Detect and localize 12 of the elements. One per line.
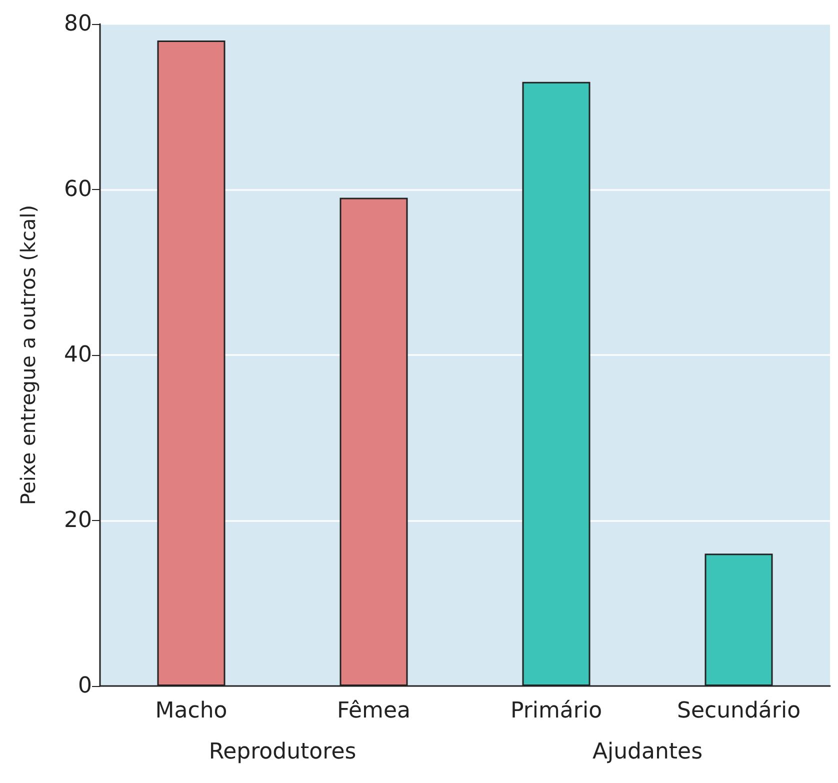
- y-tick-label: 20: [64, 508, 92, 533]
- y-tick-label: 60: [64, 177, 92, 202]
- x-tick-label: Secundário: [676, 698, 801, 724]
- text: Ajudantes: [592, 740, 703, 764]
- text: Reprodutores: [208, 740, 356, 764]
- x-tick-label: Fêmea: [337, 698, 410, 724]
- y-tick-label: 40: [64, 342, 92, 368]
- x-tick-label: Primário: [510, 698, 602, 724]
- y-tick-label: 80: [64, 12, 92, 36]
- x-tick-label: Macho: [155, 698, 228, 724]
- y-axis-title: Peixe entregue a outros (kcal): [16, 204, 40, 506]
- y-tick-label: 0: [78, 674, 92, 698]
